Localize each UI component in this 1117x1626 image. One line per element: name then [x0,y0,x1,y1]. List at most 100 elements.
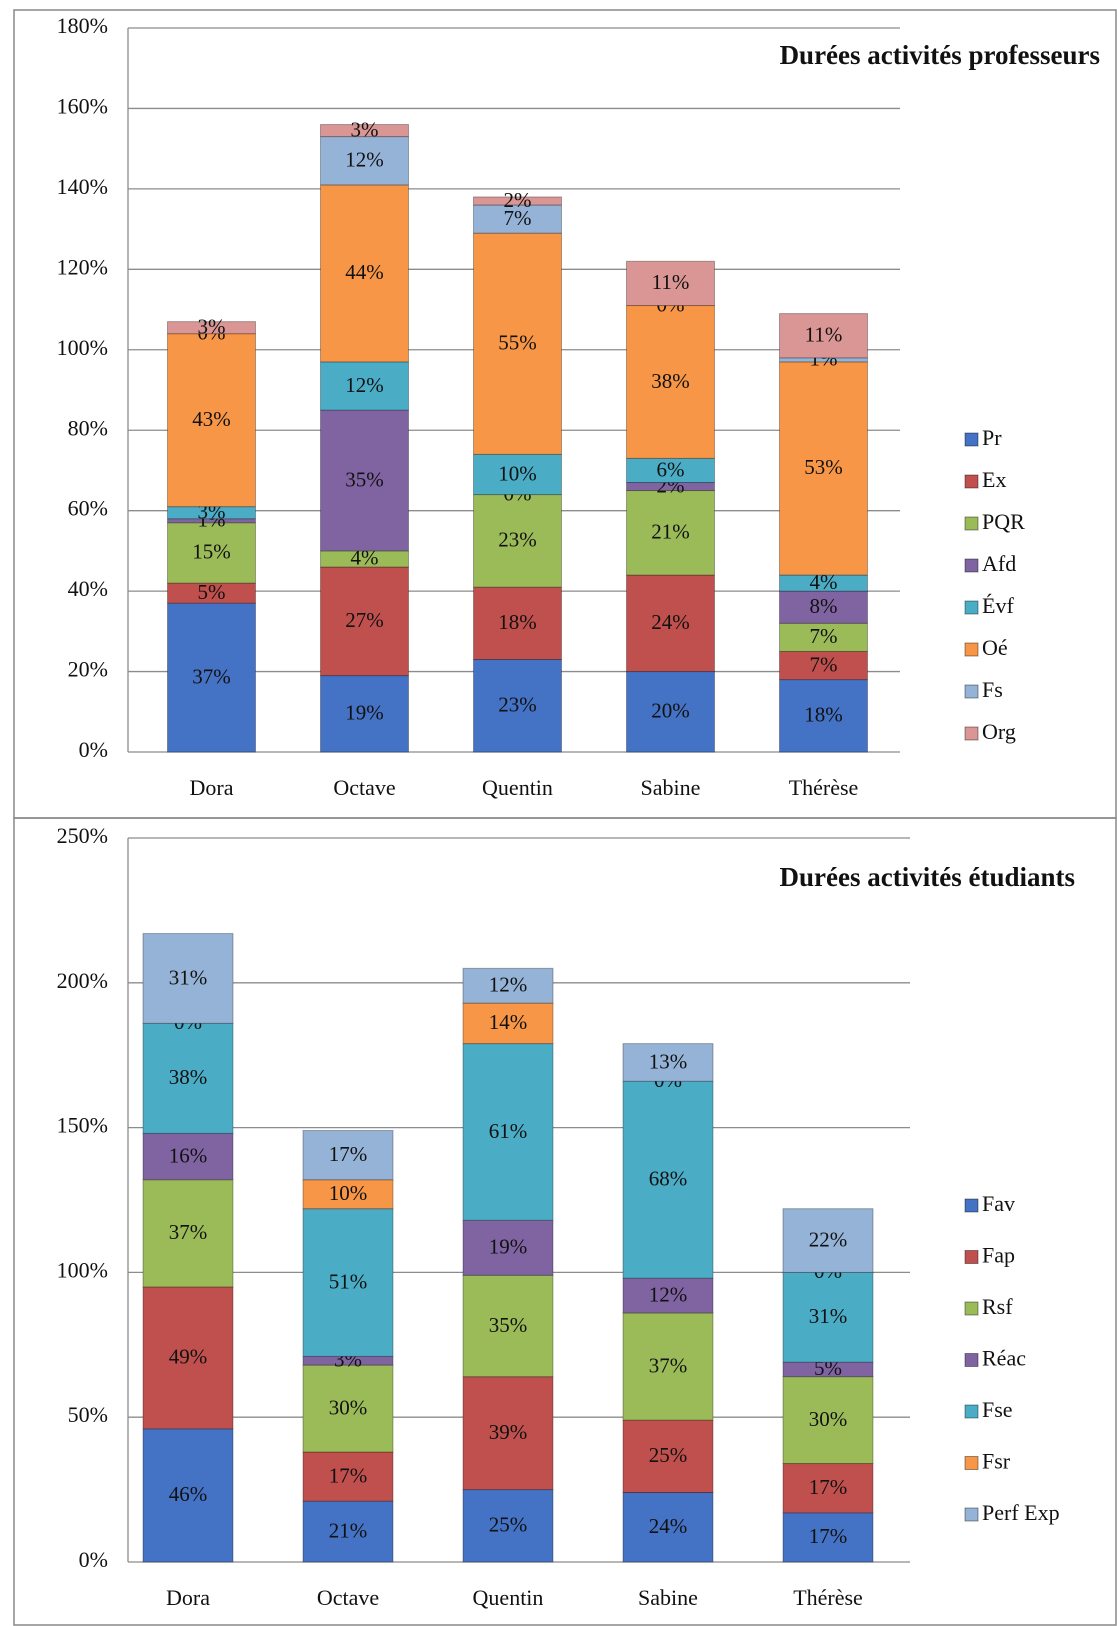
bar-segment [626,305,715,459]
bar-segment [320,136,409,186]
bar-segment [626,457,715,484]
data-label: 23% [498,693,537,717]
bar-segment [462,1376,554,1491]
legend-swatch [964,1456,979,1470]
legend-label: Perf Exp [982,1500,1060,1525]
y-tick-label: 140% [57,174,108,199]
data-label: 10% [329,1181,368,1205]
bar-segment [473,658,562,753]
x-tick-label: Sabine [638,1585,698,1610]
data-label: 51% [329,1269,368,1293]
bar-segment [302,1364,394,1453]
data-label: 5% [198,580,226,604]
x-tick-label: Octave [333,775,395,800]
bar-segment [473,196,562,206]
bar-segment [779,622,868,652]
data-label: 12% [345,148,384,172]
data-label: 3% [351,117,379,141]
legend-label: Rsf [982,1294,1013,1319]
legend-label: Fav [982,1191,1015,1216]
data-label: 3% [198,314,226,338]
data-label: 43% [192,407,231,431]
data-label: 17% [809,1475,848,1499]
data-label: 22% [809,1227,848,1251]
data-label: 11% [652,270,690,294]
bar-segment [142,1286,234,1430]
data-label: 30% [809,1407,848,1431]
bar-segment [320,361,409,411]
x-tick-label: Sabine [641,775,701,800]
bar-segment [302,1179,394,1210]
legend-label: Fse [982,1397,1013,1422]
bar-segment [462,1002,554,1045]
legend-label: Org [982,719,1016,744]
legend-swatch [964,1301,979,1316]
data-label: 46% [169,1482,208,1506]
legend-swatch [964,1353,979,1367]
bar-segment [626,574,715,673]
data-label: 55% [498,331,537,355]
bar-segment [320,184,409,363]
data-label: 25% [489,1513,528,1537]
legend-swatch [964,1507,979,1522]
bar-segment [462,967,554,1004]
bar-segment [167,333,256,508]
legend-label: Fsr [982,1449,1011,1474]
bar-segment [462,1274,554,1378]
legend-swatch [964,1404,979,1419]
data-label: 18% [498,610,537,634]
y-tick-label: 50% [68,1402,108,1427]
y-tick-label: 20% [68,657,108,682]
bar-segment [302,1500,394,1563]
bar-segment [779,361,868,576]
data-label: 16% [169,1143,208,1167]
data-label: 12% [489,973,528,997]
bar-segment [782,1271,874,1363]
data-label: 11% [805,323,843,347]
data-label: 20% [651,699,690,723]
data-label: 53% [804,455,843,479]
y-tick-label: 80% [68,415,108,440]
chart-title: Durées activités professeurs [780,40,1100,70]
legend-label: Ex [982,467,1006,492]
y-tick-label: 180% [57,13,108,38]
bar-segment [167,522,256,584]
data-label: 38% [169,1065,208,1089]
data-label: 24% [649,1514,688,1538]
legend-swatch [964,600,979,615]
data-label: 17% [809,1524,848,1548]
data-label: 30% [329,1395,368,1419]
y-tick-label: 40% [68,576,108,601]
legend-swatch [964,558,979,573]
y-tick-label: 120% [57,254,108,279]
bar-segment [626,490,715,576]
bar-segment [622,1277,714,1314]
data-label: 35% [489,1313,528,1337]
x-tick-label: Quentin [473,1585,544,1610]
bar-segment [167,602,256,753]
bar-segment [626,671,715,753]
data-label: 31% [169,965,208,989]
bar-segment [142,933,234,1024]
bar-segment [473,204,562,234]
legend-label: Oé [982,635,1008,660]
legend-label: PQR [982,509,1025,534]
x-tick-label: Thérèse [789,775,859,800]
bar-segment [462,1043,554,1221]
legend-swatch [964,1198,979,1213]
data-label: 17% [329,1463,368,1487]
legend-swatch [964,684,979,699]
bar-segment [622,1491,714,1563]
data-label: 14% [489,1010,528,1034]
data-label: 21% [329,1518,368,1542]
bar-segment [782,1376,874,1465]
bar-segment [142,1132,234,1181]
legend-label: Pr [982,425,1002,450]
data-label: 61% [489,1119,528,1143]
data-label: 31% [809,1304,848,1328]
x-tick-label: Dora [190,775,234,800]
data-label: 12% [345,373,384,397]
bar-segment [320,566,409,677]
data-label: 27% [345,608,384,632]
